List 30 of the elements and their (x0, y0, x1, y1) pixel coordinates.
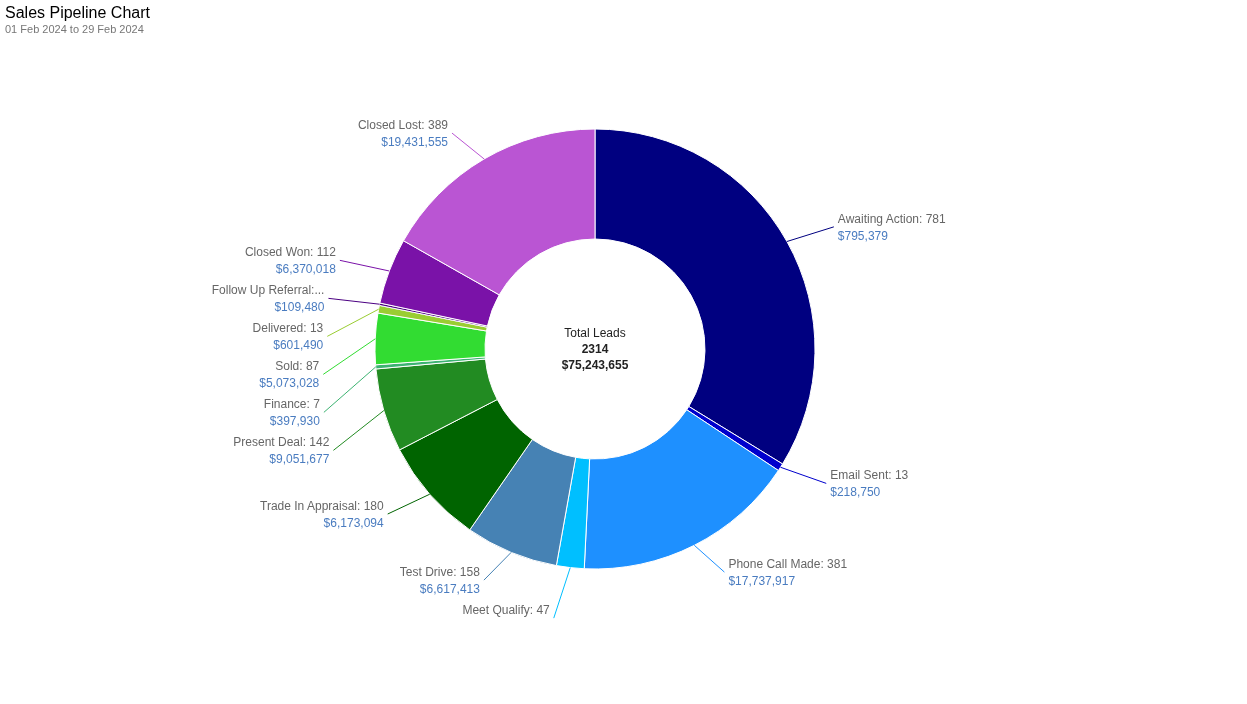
text: $17,737,917 (728, 574, 796, 589)
text: $795,379 (837, 228, 888, 243)
slice-label: Email Sent: 13 (830, 468, 909, 483)
text: Total Leads (564, 326, 626, 340)
text: $9,051,677 (269, 452, 330, 467)
text: $6,370,018 (275, 262, 336, 277)
slice-label: Finance: 7 (263, 397, 321, 412)
text: $75,243,655 (561, 358, 629, 372)
text: $19,431,555 (381, 135, 448, 150)
slice-label: Test Drive: 158 (399, 565, 481, 580)
text: 01 Feb 2024 to 29 Feb 2024 (5, 23, 144, 35)
text: Sales Pipeline Chart (5, 4, 151, 21)
slice-label: Trade In Appraisal: 180 (260, 499, 384, 514)
slice-label: Delivered: 13 (252, 321, 324, 336)
slice-label: Phone Call Made: 381 (728, 557, 848, 572)
slice-label: Follow Up Referral:... (211, 283, 325, 298)
text: $6,173,094 (323, 516, 384, 531)
text: $109,480 (274, 300, 325, 315)
slice-label: Closed Won: 112 (244, 245, 337, 260)
text: $5,073,028 (259, 376, 320, 391)
text: $218,750 (830, 485, 881, 500)
slice-label: Closed Lost: 389 (357, 118, 449, 133)
text: $601,490 (273, 338, 324, 353)
text: $6,617,413 (419, 582, 480, 597)
slice-label: Present Deal: 142 (233, 435, 330, 450)
slice-label: Awaiting Action: 781 (837, 211, 947, 226)
text: $397,930 (269, 414, 320, 429)
text: 2314 (581, 342, 609, 356)
slice-label: Meet Qualify: 47 (462, 603, 551, 618)
slice-label: Sold: 87 (275, 359, 320, 374)
